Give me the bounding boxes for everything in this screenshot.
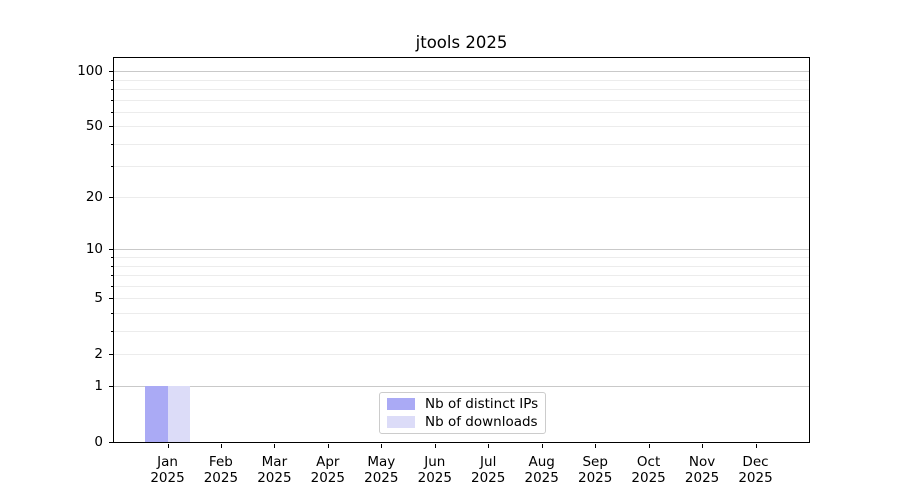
- y-minor-gridline: [114, 197, 809, 199]
- chart-title: jtools 2025: [415, 33, 508, 52]
- x-tick-label-may: May 2025: [364, 454, 399, 486]
- y-axis: 0 1 2 5 10 20 50 100: [0, 57, 113, 450]
- y-tick-label: 50: [85, 118, 103, 135]
- y-minor-gridline: [114, 265, 809, 267]
- x-tick-mark: [595, 444, 597, 448]
- y-tick-mark: [109, 442, 113, 443]
- x-tick-mark: [702, 444, 704, 448]
- y-minor-gridline: [114, 274, 809, 276]
- y-tick-mark: [109, 126, 113, 128]
- x-tick-mark: [434, 444, 436, 448]
- x-tick-label-sep: Sep 2025: [578, 454, 613, 486]
- y-major-gridline: [114, 249, 809, 251]
- y-major-gridline: [114, 71, 809, 73]
- y-tick-mark: [109, 249, 113, 251]
- y-tick-mark: [109, 197, 113, 199]
- bar-downloads-0: [167, 386, 190, 442]
- y-minor-tick-mark: [111, 111, 113, 113]
- x-tick-label-aug: Aug 2025: [524, 454, 559, 486]
- x-tick-mark: [381, 444, 383, 448]
- plot-area: [113, 57, 810, 443]
- y-minor-tick-mark: [111, 312, 113, 314]
- y-minor-gridline: [114, 99, 809, 101]
- y-minor-tick-mark: [111, 143, 113, 145]
- y-tick-label: 1: [94, 378, 103, 395]
- bar-distinct-ips-0: [145, 386, 168, 442]
- y-tick-label: 5: [94, 290, 103, 306]
- y-minor-gridline: [114, 353, 809, 355]
- x-tick-label-feb: Feb 2025: [203, 454, 239, 486]
- x-tick-label-nov: Nov 2025: [684, 454, 720, 486]
- x-tick-label-mar: Mar 2025: [257, 454, 292, 486]
- x-tick-mark: [220, 444, 222, 448]
- y-tick-mark: [109, 298, 113, 299]
- y-tick-label: 0: [94, 434, 103, 450]
- y-minor-gridline: [114, 257, 809, 258]
- x-tick-label-jun: Jun 2025: [417, 454, 452, 486]
- x-tick-mark: [167, 444, 169, 448]
- legend-label-distinct-ips: Nb of distinct IPs: [425, 396, 539, 412]
- x-tick-mark: [648, 444, 650, 448]
- legend-item-distinct-ips: Nb of distinct IPs: [387, 396, 539, 412]
- y-minor-gridline: [114, 111, 809, 113]
- x-tick-label-oct: Oct 2025: [631, 454, 666, 486]
- y-minor-gridline: [114, 330, 809, 332]
- y-tick-mark: [109, 353, 113, 355]
- y-minor-tick-mark: [111, 330, 113, 332]
- y-minor-tick-mark: [111, 166, 113, 168]
- legend-swatch-distinct-ips: [387, 398, 415, 410]
- y-minor-gridline: [114, 88, 809, 90]
- legend-item-downloads: Nb of downloads: [387, 414, 538, 430]
- y-tick-label: 10: [85, 241, 103, 258]
- y-minor-tick-mark: [111, 99, 113, 101]
- x-tick-mark: [488, 444, 490, 448]
- x-tick-mark: [755, 444, 757, 448]
- legend: Nb of distinct IPs Nb of downloads: [379, 392, 546, 434]
- y-minor-tick-mark: [111, 257, 113, 258]
- x-tick-label-jan: Jan 2025: [150, 454, 185, 486]
- y-minor-tick-mark: [111, 88, 113, 90]
- y-minor-tick-mark: [111, 274, 113, 276]
- x-tick-mark: [274, 444, 276, 448]
- y-minor-gridline: [114, 166, 809, 168]
- y-minor-tick-mark: [111, 265, 113, 267]
- x-tick-mark: [541, 444, 543, 448]
- y-tick-mark: [109, 386, 113, 388]
- x-tick-label-dec: Dec 2025: [738, 454, 773, 486]
- x-tick-mark: [327, 444, 329, 448]
- y-tick-label: 2: [94, 345, 103, 362]
- y-tick-mark: [109, 71, 113, 73]
- y-tick-label: 20: [85, 189, 103, 206]
- y-minor-gridline: [114, 312, 809, 314]
- y-minor-gridline: [114, 285, 809, 287]
- x-axis: Jan 2025 Feb 2025 Mar 2025 Apr 2025 May 2025…: [113, 443, 810, 493]
- legend-label-downloads: Nb of downloads: [425, 414, 538, 430]
- legend-swatch-downloads: [387, 416, 415, 428]
- x-tick-label-jul: Jul 2025: [471, 454, 506, 486]
- y-tick-label: 100: [77, 63, 103, 80]
- y-minor-gridline: [114, 79, 809, 81]
- y-minor-tick-mark: [111, 285, 113, 287]
- y-minor-gridline: [114, 298, 809, 299]
- y-minor-gridline: [114, 126, 809, 128]
- y-minor-tick-mark: [111, 79, 113, 81]
- y-minor-gridline: [114, 143, 809, 145]
- y-major-gridline: [114, 386, 809, 388]
- x-tick-label-apr: Apr 2025: [310, 454, 345, 486]
